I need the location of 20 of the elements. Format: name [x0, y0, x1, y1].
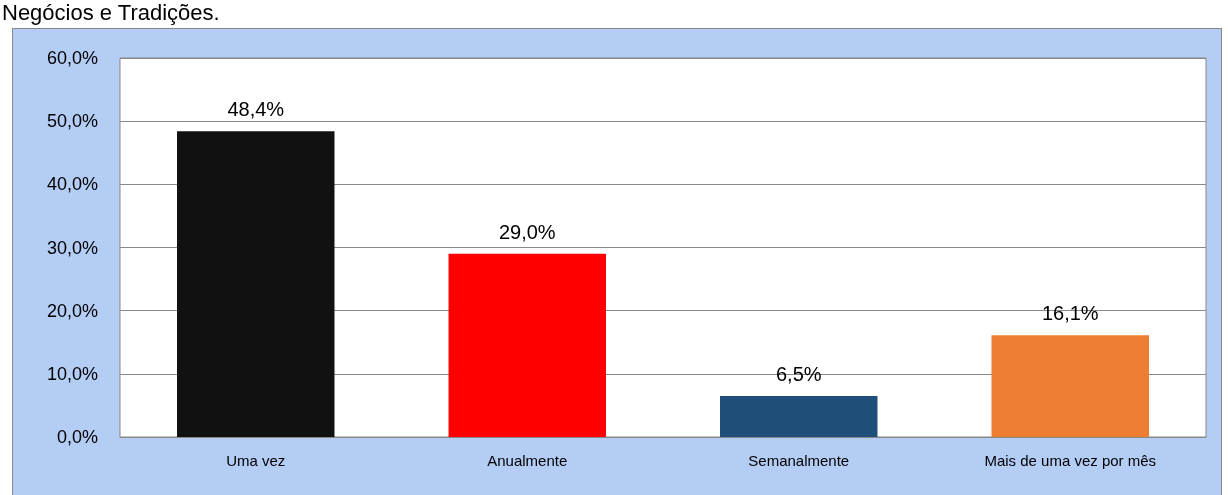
- y-tick-label: 60,0%: [46, 48, 98, 68]
- y-tick-label: 40,0%: [46, 174, 98, 195]
- x-tick-label: Mais de uma vez por mês: [984, 452, 1157, 469]
- x-tick-label: Uma vez: [226, 452, 286, 469]
- bar: [991, 335, 1149, 437]
- y-tick-label: 0,0%: [56, 427, 98, 447]
- data-label: 6,5%: [775, 362, 822, 385]
- x-tick-label: Semanalmente: [748, 452, 850, 469]
- x-tick-label: Anualmente: [487, 452, 568, 469]
- data-label: 29,0%: [498, 220, 556, 243]
- bar: [177, 131, 335, 437]
- y-tick-label: 50,0%: [46, 111, 98, 132]
- bar: [448, 253, 606, 437]
- data-label: 48,4%: [227, 98, 285, 121]
- y-tick-label: 20,0%: [46, 300, 98, 321]
- chart-title: Negócios e Tradições.: [2, 0, 220, 26]
- bar: [720, 395, 878, 437]
- y-tick-label: 30,0%: [46, 237, 98, 258]
- data-label: 16,1%: [1041, 302, 1099, 325]
- y-tick-label: 10,0%: [46, 363, 98, 384]
